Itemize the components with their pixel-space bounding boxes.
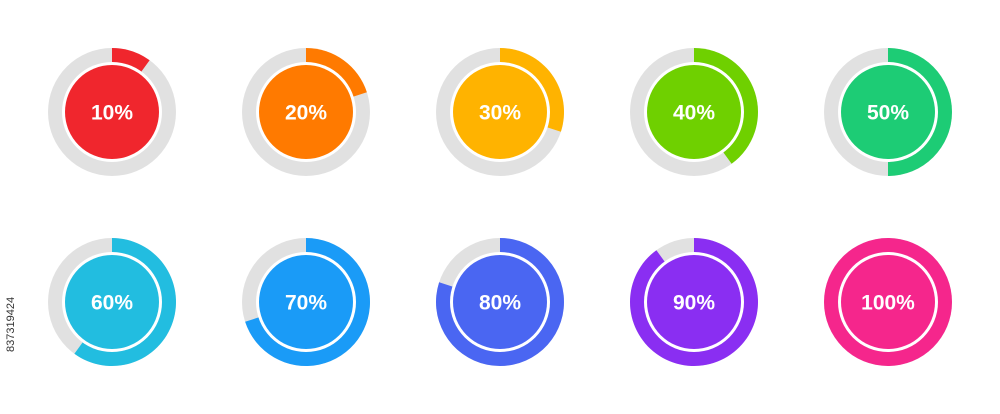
value-label: 90% — [673, 292, 715, 315]
inner-disk — [65, 65, 159, 159]
inner-disk — [841, 65, 935, 159]
inner-disk — [259, 65, 353, 159]
inner-disk — [647, 255, 741, 349]
side-id: 837319424 — [5, 297, 17, 352]
inner-disk — [453, 255, 547, 349]
value-label: 70% — [285, 292, 327, 315]
value-label: 20% — [285, 102, 327, 125]
inner-disk — [453, 65, 547, 159]
value-label: 50% — [867, 102, 909, 125]
inner-disk — [259, 255, 353, 349]
value-label: 30% — [479, 102, 521, 125]
value-label: 40% — [673, 102, 715, 125]
value-label: 80% — [479, 292, 521, 315]
inner-disk — [65, 255, 159, 349]
inner-disk — [647, 65, 741, 159]
inner-disk — [841, 255, 935, 349]
value-label: 100% — [861, 292, 915, 315]
value-label: 10% — [91, 102, 133, 125]
value-label: 60% — [91, 292, 133, 315]
